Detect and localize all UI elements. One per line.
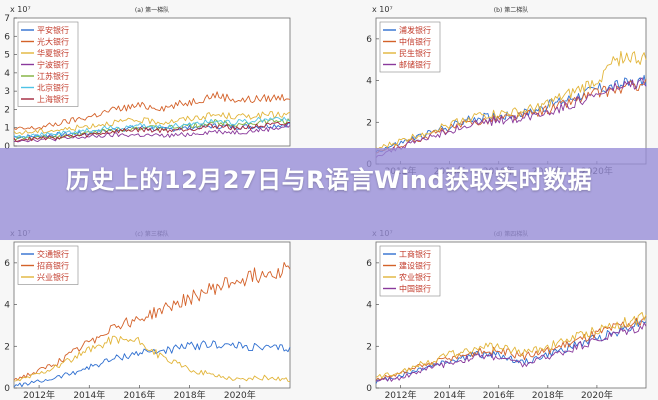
y-tick-label: 6	[4, 32, 10, 42]
series-line-3	[375, 50, 647, 150]
x-tick-label: 2016年	[483, 389, 515, 400]
series-line-4	[375, 77, 647, 159]
legend-label: 工商银行	[399, 249, 431, 259]
legend-label: 中国银行	[399, 284, 431, 294]
legend-label: 建设银行	[399, 261, 431, 271]
x-tick-label: 2018年	[532, 389, 564, 400]
legend-label: 中信银行	[399, 37, 431, 47]
legend-label: 农业银行	[399, 272, 431, 282]
series-line-6	[13, 116, 291, 138]
series-line-2	[13, 262, 291, 381]
chart-panel-4: (d) 第四梯队x 10⁷02462012年2014年2016年2018年202…	[366, 229, 647, 400]
chart-panel-3: (c) 第三梯队x 10⁷02462012年2014年2016年2018年202…	[4, 229, 291, 400]
y-tick-label: 2	[4, 105, 10, 115]
series-line-3	[13, 111, 291, 135]
legend-label: 华夏银行	[37, 48, 69, 58]
chart-title: (b) 第二梯队	[494, 6, 528, 14]
legend-label: 交通银行	[37, 249, 69, 259]
series-line-2	[13, 91, 291, 130]
series-line-1	[13, 340, 291, 388]
y-tick-label: 5	[4, 51, 10, 61]
x-tick-label: 2020年	[224, 389, 256, 400]
y-tick-label: 0	[4, 384, 10, 394]
x-tick-label: 2012年	[23, 389, 55, 400]
legend-label: 江苏银行	[37, 71, 69, 81]
y-tick-label: 1	[4, 124, 10, 134]
y-tick-label: 2	[4, 342, 10, 352]
y-tick-label: 4	[366, 77, 372, 87]
legend-label: 邮储银行	[399, 60, 431, 70]
y-tick-label: 7	[4, 14, 10, 24]
legend-label: 上海银行	[37, 94, 69, 104]
y-tick-label: 4	[4, 69, 10, 79]
legend-label: 兴业银行	[37, 272, 69, 282]
legend-label: 浦发银行	[399, 25, 431, 35]
y-tick-label: 2	[366, 118, 372, 128]
legend-label: 北京银行	[37, 83, 69, 93]
page-title: 历史上的12月27日与R语言Wind获取实时数据	[65, 166, 593, 194]
y-tick-label: 6	[4, 259, 10, 269]
y-tick-label: 0	[4, 142, 10, 152]
y-tick-label: 0	[366, 384, 372, 394]
y-tick-label: 6	[366, 259, 372, 269]
y-exponent-label: x 10⁷	[372, 5, 393, 14]
x-tick-label: 2012年	[385, 389, 417, 400]
series-line-3	[13, 335, 291, 383]
series-line-1	[13, 122, 291, 139]
series-line-2	[375, 315, 647, 381]
title-banner	[0, 148, 658, 240]
x-tick-label: 2018年	[174, 389, 206, 400]
legend-label: 平安银行	[37, 25, 69, 35]
y-exponent-label: x 10⁷	[10, 5, 31, 14]
x-tick-label: 2014年	[434, 389, 466, 400]
x-tick-label: 2014年	[73, 389, 105, 400]
y-tick-label: 3	[4, 87, 10, 97]
chart-title: (a) 第一梯队	[135, 6, 169, 14]
y-tick-label: 4	[366, 301, 372, 311]
legend-label: 光大银行	[37, 37, 69, 47]
series-line-4	[375, 322, 647, 382]
legend-label: 宁波银行	[37, 60, 69, 70]
x-tick-label: 2020年	[581, 389, 613, 400]
y-tick-label: 2	[366, 342, 372, 352]
series-line-1	[375, 318, 647, 384]
series-line-5	[13, 118, 291, 141]
legend-label: 招商银行	[37, 261, 69, 271]
y-tick-label: 6	[366, 35, 372, 45]
x-tick-label: 2016年	[124, 389, 156, 400]
chart-panel-1: (a) 第一梯队 x 10⁷ 0 1 2 3 4 5 6 7 平安银行光大银行华夏银行宁波银行江苏银…	[4, 5, 291, 152]
y-tick-label: 4	[4, 301, 10, 311]
series-line-7	[13, 121, 290, 142]
series-line-3	[375, 311, 647, 379]
legend-label: 民生银行	[399, 48, 431, 58]
